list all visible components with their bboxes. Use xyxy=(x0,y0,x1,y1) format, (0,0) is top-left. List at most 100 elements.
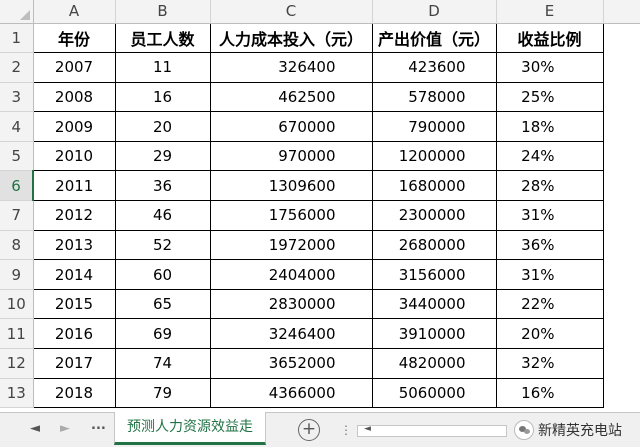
cell-staff[interactable]: 52 xyxy=(114,229,211,261)
cell-staff[interactable]: 11 xyxy=(114,52,211,83)
header-cell-ratio[interactable]: 收益比例 xyxy=(495,22,604,54)
cell-year[interactable]: 2013 xyxy=(32,229,116,261)
cell-ratio[interactable]: 22% xyxy=(495,288,604,320)
row-header[interactable]: 10 xyxy=(0,289,34,320)
cell-cost[interactable]: 3652000 xyxy=(209,348,373,379)
row-header[interactable]: 12 xyxy=(0,348,34,379)
cell-cost[interactable]: 2830000 xyxy=(209,288,373,320)
cell-year[interactable]: 2011 xyxy=(32,170,116,202)
cell-staff[interactable]: 74 xyxy=(114,348,211,379)
cell-cost[interactable]: 462500 xyxy=(209,81,373,113)
empty-cell[interactable] xyxy=(603,378,640,408)
more-sheets-button[interactable]: ... xyxy=(91,418,106,433)
row-header[interactable]: 13 xyxy=(0,378,34,409)
cell-ratio[interactable]: 31% xyxy=(495,200,604,231)
cell-staff[interactable]: 79 xyxy=(114,377,211,409)
header-cell-year[interactable]: 年份 xyxy=(32,22,116,54)
horizontal-scrollbar[interactable]: ◄ xyxy=(357,424,507,437)
cell-cost[interactable]: 326400 xyxy=(209,52,373,83)
column-header-f[interactable] xyxy=(603,0,640,24)
cell-cost[interactable]: 1972000 xyxy=(209,229,373,261)
row-header[interactable]: 7 xyxy=(0,200,34,231)
row-header[interactable]: 8 xyxy=(0,230,34,261)
row-header[interactable]: 9 xyxy=(0,259,34,290)
cell-staff[interactable]: 60 xyxy=(114,259,211,290)
select-all-corner[interactable] xyxy=(0,0,34,24)
empty-cell[interactable] xyxy=(603,53,640,83)
cell-output[interactable]: 4820000 xyxy=(371,348,497,379)
empty-cell[interactable] xyxy=(603,23,640,53)
cell-year[interactable]: 2015 xyxy=(32,288,116,320)
add-sheet-icon[interactable]: + xyxy=(298,419,320,441)
cell-cost[interactable]: 1309600 xyxy=(209,170,373,202)
column-header-e[interactable]: E xyxy=(496,0,604,24)
empty-cell[interactable] xyxy=(603,201,640,231)
row-header[interactable]: 2 xyxy=(0,52,34,83)
cell-ratio[interactable]: 20% xyxy=(495,318,604,350)
row-header[interactable]: 3 xyxy=(0,82,34,113)
row-header[interactable]: 1 xyxy=(0,23,34,54)
empty-cell[interactable] xyxy=(603,141,640,171)
empty-cell[interactable] xyxy=(603,82,640,112)
cell-output[interactable]: 423600 xyxy=(371,52,497,83)
row-header[interactable]: 11 xyxy=(0,318,34,350)
cell-year[interactable]: 2009 xyxy=(32,111,116,142)
cell-ratio[interactable]: 25% xyxy=(495,81,604,113)
cell-year[interactable]: 2010 xyxy=(32,140,116,172)
header-cell-staff[interactable]: 员工人数 xyxy=(114,22,211,54)
column-header-d[interactable]: D xyxy=(372,0,497,24)
header-cell-cost[interactable]: 人力成本投入（元） xyxy=(209,22,373,54)
column-header-a[interactable]: A xyxy=(33,0,116,24)
cell-output[interactable]: 2680000 xyxy=(371,229,497,261)
cell-output[interactable]: 790000 xyxy=(371,111,497,142)
cell-ratio[interactable]: 32% xyxy=(495,348,604,379)
cell-year[interactable]: 2012 xyxy=(32,200,116,231)
next-sheet-icon[interactable]: ► xyxy=(60,421,70,436)
empty-cell[interactable] xyxy=(603,319,640,349)
empty-cell[interactable] xyxy=(603,260,640,290)
cell-output[interactable]: 3156000 xyxy=(371,259,497,290)
cell-year[interactable]: 2016 xyxy=(32,318,116,350)
cell-year[interactable]: 2008 xyxy=(32,81,116,113)
row-header[interactable]: 6 xyxy=(0,170,34,202)
cell-cost[interactable]: 1756000 xyxy=(209,200,373,231)
cell-output[interactable]: 1680000 xyxy=(371,170,497,202)
cell-ratio[interactable]: 18% xyxy=(495,111,604,142)
header-cell-output[interactable]: 产出价值（元） xyxy=(371,22,497,54)
empty-cell[interactable] xyxy=(603,349,640,379)
cell-staff[interactable]: 65 xyxy=(114,288,211,320)
cell-staff[interactable]: 29 xyxy=(114,140,211,172)
empty-cell[interactable] xyxy=(603,289,640,319)
cell-staff[interactable]: 16 xyxy=(114,81,211,113)
empty-cell[interactable] xyxy=(603,171,640,201)
cell-cost[interactable]: 970000 xyxy=(209,140,373,172)
scroll-left-icon[interactable]: ◄ xyxy=(364,424,371,434)
cell-staff[interactable]: 20 xyxy=(114,111,211,142)
cell-cost[interactable]: 2404000 xyxy=(209,259,373,290)
column-header-c[interactable]: C xyxy=(210,0,373,24)
cell-output[interactable]: 3440000 xyxy=(371,288,497,320)
cell-ratio[interactable]: 16% xyxy=(495,377,604,409)
sheet-tab-active[interactable]: 预测人力资源效益走 xyxy=(114,412,266,445)
cell-output[interactable]: 5060000 xyxy=(371,377,497,409)
cell-year[interactable]: 2007 xyxy=(32,52,116,83)
cell-cost[interactable]: 4366000 xyxy=(209,377,373,409)
cell-ratio[interactable]: 30% xyxy=(495,52,604,83)
prev-sheet-icon[interactable]: ◄ xyxy=(30,421,40,436)
cell-ratio[interactable]: 24% xyxy=(495,140,604,172)
cell-year[interactable]: 2014 xyxy=(32,259,116,290)
cell-year[interactable]: 2018 xyxy=(32,377,116,409)
cell-staff[interactable]: 46 xyxy=(114,200,211,231)
cell-ratio[interactable]: 28% xyxy=(495,170,604,202)
row-header[interactable]: 5 xyxy=(0,141,34,172)
column-header-b[interactable]: B xyxy=(115,0,211,24)
cell-ratio[interactable]: 36% xyxy=(495,229,604,261)
cell-staff[interactable]: 69 xyxy=(114,318,211,350)
cell-cost[interactable]: 3246400 xyxy=(209,318,373,350)
cell-output[interactable]: 578000 xyxy=(371,81,497,113)
cell-output[interactable]: 2300000 xyxy=(371,200,497,231)
cell-output[interactable]: 1200000 xyxy=(371,140,497,172)
cell-cost[interactable]: 670000 xyxy=(209,111,373,142)
empty-cell[interactable] xyxy=(603,230,640,260)
row-header[interactable]: 4 xyxy=(0,111,34,142)
